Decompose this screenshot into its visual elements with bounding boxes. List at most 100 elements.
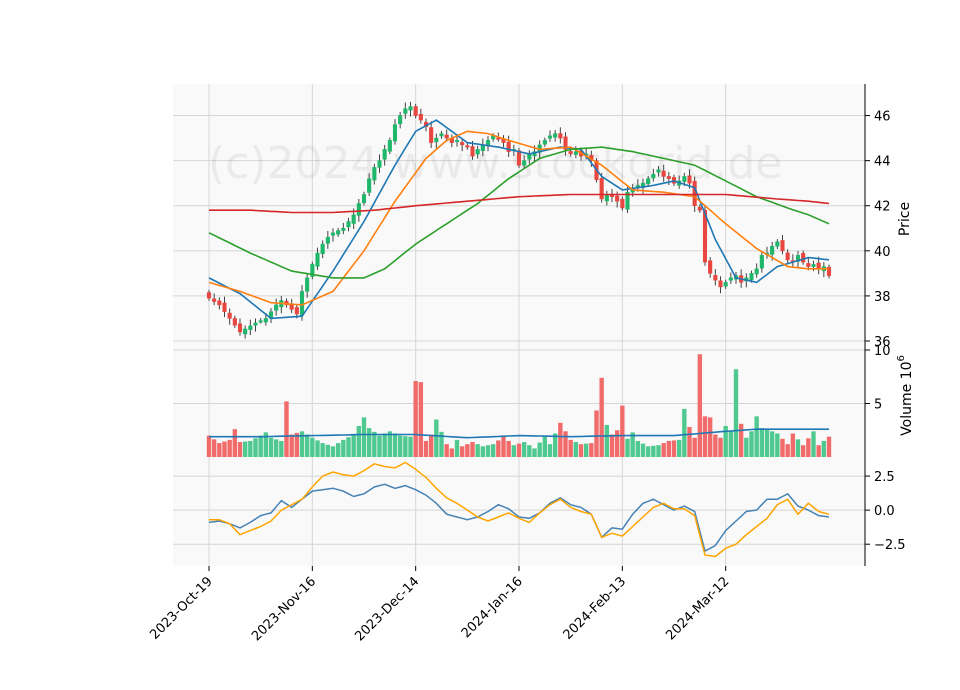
candle-body bbox=[315, 252, 320, 267]
candle-body bbox=[227, 312, 232, 319]
volume-bar bbox=[263, 432, 269, 457]
volume-bar bbox=[356, 425, 362, 457]
volume-bar bbox=[625, 438, 630, 457]
volume-axis-label-base: Volume 10 bbox=[899, 362, 915, 436]
volume-bar bbox=[501, 436, 506, 457]
candle-body bbox=[801, 253, 806, 263]
volume-bar bbox=[728, 431, 734, 457]
candle-body bbox=[573, 151, 578, 155]
candle-body bbox=[806, 263, 811, 267]
volume-bar bbox=[299, 431, 305, 457]
candle-body bbox=[759, 255, 764, 269]
volume-bar bbox=[614, 430, 620, 457]
volume-bar bbox=[423, 440, 429, 457]
volume-bar bbox=[532, 448, 537, 457]
candle-body bbox=[429, 127, 434, 143]
volume-bar bbox=[335, 443, 341, 457]
candle-body bbox=[263, 318, 268, 323]
volume-bar bbox=[211, 439, 217, 457]
candle-body bbox=[775, 241, 780, 247]
candle-body bbox=[620, 198, 625, 209]
candle-body bbox=[253, 322, 258, 326]
candle-body bbox=[361, 194, 367, 204]
volume-bar bbox=[609, 434, 615, 457]
volume-bar bbox=[439, 431, 444, 457]
candle-body bbox=[547, 135, 553, 139]
volume-bar bbox=[413, 381, 418, 457]
volume-bar bbox=[304, 434, 310, 457]
candle-body bbox=[485, 140, 491, 146]
candle-body bbox=[754, 268, 759, 275]
volume-bar bbox=[227, 439, 232, 457]
candle-body bbox=[656, 169, 661, 173]
x-tick-label: 2024-Feb-13 bbox=[561, 574, 630, 643]
volume-bar bbox=[687, 427, 692, 457]
candle-body bbox=[475, 149, 480, 155]
volume-bar bbox=[253, 438, 258, 457]
volume-bar bbox=[470, 442, 475, 457]
candle-body bbox=[609, 194, 615, 197]
candle-body bbox=[305, 277, 310, 292]
grid-lines bbox=[173, 84, 865, 566]
candle-body bbox=[718, 280, 723, 288]
volume-bar bbox=[537, 442, 542, 457]
candle-body bbox=[387, 140, 392, 152]
candle-body bbox=[506, 141, 511, 152]
volume-bar bbox=[496, 440, 501, 457]
volume-bar bbox=[289, 434, 294, 457]
candle-body bbox=[558, 133, 563, 139]
candle-body bbox=[382, 149, 387, 160]
candle-body bbox=[320, 243, 325, 254]
volume-bar bbox=[485, 445, 491, 457]
volume-bar bbox=[511, 445, 517, 457]
volume-bar bbox=[242, 441, 248, 457]
candle-body bbox=[212, 298, 217, 302]
candle-body bbox=[454, 140, 460, 143]
candle-body bbox=[785, 252, 790, 261]
volume-bar bbox=[506, 440, 511, 457]
price-y-tick-label: 46 bbox=[874, 110, 891, 125]
volume-average-line bbox=[209, 428, 829, 439]
volume-bar bbox=[268, 437, 274, 457]
candle-body bbox=[465, 145, 470, 148]
candle-body bbox=[661, 170, 666, 177]
volume-bar bbox=[346, 437, 351, 457]
candle-body bbox=[568, 151, 573, 155]
candle-body bbox=[377, 160, 382, 168]
volume-bar bbox=[552, 433, 558, 457]
volume-bar bbox=[527, 445, 532, 457]
volume-bar bbox=[800, 445, 806, 457]
volume-axis-label: Volume 106 bbox=[896, 355, 915, 436]
candle-body bbox=[713, 275, 718, 281]
volume-bar bbox=[568, 439, 573, 457]
volume-bar bbox=[403, 436, 408, 457]
volume-bar bbox=[692, 437, 697, 457]
price-y-tick-label: 42 bbox=[874, 200, 891, 215]
volume-bar bbox=[578, 444, 584, 457]
x-tick-label: 2023-Dec-14 bbox=[352, 574, 422, 644]
candle-body bbox=[351, 214, 356, 224]
volume-y-tick-label: 5 bbox=[874, 398, 882, 413]
candle-body bbox=[336, 230, 341, 235]
candle-body bbox=[625, 191, 630, 210]
candle-body bbox=[444, 134, 449, 139]
volume-bar bbox=[315, 440, 320, 457]
volume-bar bbox=[635, 440, 641, 457]
volume-bar bbox=[816, 445, 821, 457]
volume-bar bbox=[366, 428, 372, 457]
volume-bar bbox=[759, 428, 765, 457]
volume-bar bbox=[284, 401, 289, 457]
candle-body bbox=[258, 320, 263, 323]
volume-bar bbox=[723, 425, 728, 457]
price-panel bbox=[206, 102, 832, 339]
candle-body bbox=[749, 273, 754, 281]
candle-body bbox=[563, 136, 568, 150]
volume-bar bbox=[232, 429, 238, 457]
candle-body bbox=[646, 178, 651, 185]
volume-bar bbox=[217, 443, 222, 457]
macd-panel bbox=[208, 461, 830, 558]
volume-bar bbox=[645, 446, 651, 457]
volume-bar bbox=[744, 437, 749, 457]
volume-bar bbox=[351, 434, 356, 457]
